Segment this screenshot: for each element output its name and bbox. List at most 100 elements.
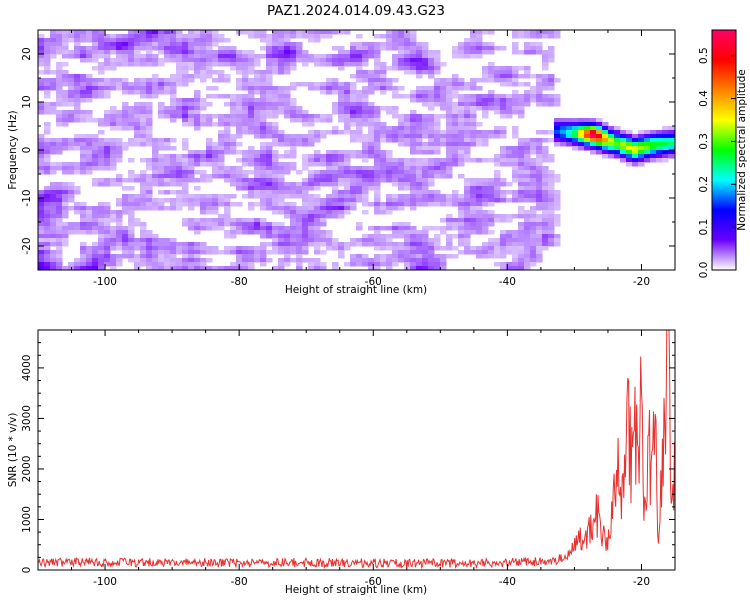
heatmap-cell: [110, 66, 117, 71]
heatmap-cell: [386, 174, 393, 179]
heatmap-cell: [494, 98, 501, 103]
heatmap-cell: [44, 66, 51, 71]
heatmap-cell: [380, 66, 387, 71]
heatmap-cell: [542, 230, 549, 235]
heatmap-cell: [38, 242, 45, 247]
heatmap-cell: [290, 230, 297, 235]
heatmap-cell: [614, 150, 621, 155]
heatmap-cell: [386, 38, 393, 43]
heatmap-cell: [494, 126, 501, 131]
heatmap-cell: [494, 134, 501, 139]
heatmap-cell: [116, 54, 123, 59]
heatmap-cell: [50, 198, 57, 203]
heatmap-cell: [56, 266, 63, 270]
x-tick-label: -100: [93, 576, 117, 588]
heatmap-cell: [158, 90, 165, 95]
heatmap-cell: [218, 250, 225, 255]
heatmap-cell: [86, 34, 93, 39]
heatmap-cell: [302, 182, 309, 187]
heatmap-cell: [98, 230, 105, 235]
heatmap-cell: [140, 174, 147, 179]
heatmap-cell: [278, 134, 285, 139]
heatmap-cell: [290, 214, 297, 219]
heatmap-cell: [344, 110, 351, 115]
heatmap-cell: [416, 266, 423, 270]
heatmap-cell: [524, 234, 531, 239]
heatmap-cell: [122, 194, 129, 199]
heatmap-cell: [44, 230, 51, 235]
heatmap-cell: [428, 50, 435, 55]
heatmap-cell: [512, 78, 519, 83]
heatmap-cell: [260, 198, 267, 203]
heatmap-cell: [206, 114, 213, 119]
heatmap-cell: [272, 38, 279, 43]
heatmap-cell: [416, 254, 423, 259]
heatmap-cell: [158, 102, 165, 107]
heatmap-cell: [470, 186, 477, 191]
heatmap-cell: [506, 66, 513, 71]
heatmap-cell: [200, 242, 207, 247]
heatmap-cell: [176, 98, 183, 103]
heatmap-cell: [98, 50, 105, 55]
heatmap-cell: [128, 234, 135, 239]
heatmap-cell: [368, 266, 375, 270]
heatmap-cell: [62, 170, 69, 175]
heatmap-cell: [116, 210, 123, 215]
heatmap-cell: [50, 30, 57, 35]
heatmap-cell: [320, 130, 327, 135]
heatmap-cell: [434, 254, 441, 259]
heatmap-cell: [44, 150, 51, 155]
heatmap-cell: [152, 90, 159, 95]
heatmap-cell: [446, 82, 453, 87]
heatmap-cell: [158, 238, 165, 243]
heatmap-cell: [548, 34, 555, 39]
heatmap-cell: [218, 214, 225, 219]
heatmap-cell: [50, 106, 57, 111]
heatmap-cell: [284, 210, 291, 215]
heatmap-cell: [392, 170, 399, 175]
heatmap-cell: [170, 166, 177, 171]
heatmap-cell: [68, 222, 75, 227]
heatmap-cell: [182, 266, 189, 270]
heatmap-cell: [248, 94, 255, 99]
heatmap-cell: [260, 78, 267, 83]
heatmap-cell: [140, 158, 147, 163]
heatmap-cell: [470, 54, 477, 59]
heatmap-cell: [560, 118, 567, 123]
heatmap-cell: [224, 134, 231, 139]
heatmap-cell: [380, 70, 387, 75]
heatmap-cell: [608, 146, 615, 151]
heatmap-cell: [296, 30, 303, 35]
heatmap-cell: [278, 258, 285, 263]
heatmap-cell: [260, 174, 267, 179]
heatmap-cell: [98, 138, 105, 143]
heatmap-cell: [266, 174, 273, 179]
heatmap-cell: [110, 158, 117, 163]
heatmap-cell: [506, 94, 513, 99]
heatmap-cell: [182, 262, 189, 267]
heatmap-cell: [512, 214, 519, 219]
heatmap-cell: [422, 114, 429, 119]
heatmap-cell: [230, 46, 237, 51]
heatmap-cell: [446, 254, 453, 259]
heatmap-cell: [284, 30, 291, 35]
heatmap-cell: [494, 218, 501, 223]
heatmap-cell: [80, 58, 87, 63]
heatmap-cell: [194, 178, 201, 183]
heatmap-cell: [476, 78, 483, 83]
heatmap-cell: [44, 90, 51, 95]
heatmap-cell: [80, 226, 87, 231]
heatmap-cell: [44, 170, 51, 175]
heatmap-cell: [242, 250, 249, 255]
heatmap-cell: [218, 62, 225, 67]
heatmap-cell: [176, 110, 183, 115]
heatmap-cell: [290, 46, 297, 51]
heatmap-cell: [176, 54, 183, 59]
heatmap-cell: [218, 94, 225, 99]
heatmap-cell: [50, 190, 57, 195]
heatmap-cell: [194, 194, 201, 199]
heatmap-cell: [302, 230, 309, 235]
heatmap-cell: [458, 138, 465, 143]
heatmap-cell: [50, 86, 57, 91]
